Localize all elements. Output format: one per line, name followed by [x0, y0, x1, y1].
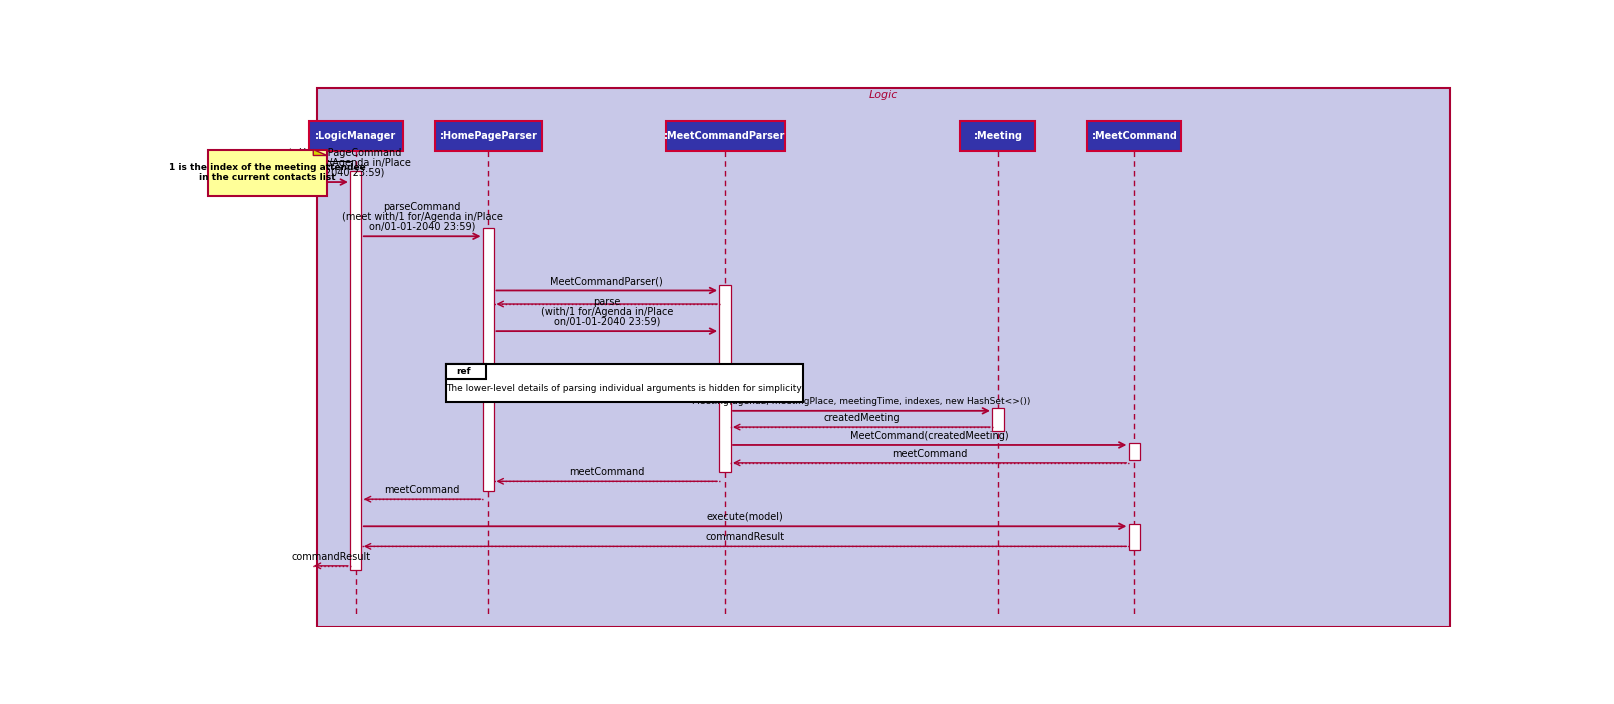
Text: Logic: Logic — [868, 90, 897, 101]
FancyBboxPatch shape — [1128, 524, 1139, 550]
Text: :HomePageParser: :HomePageParser — [439, 131, 537, 141]
FancyBboxPatch shape — [483, 228, 494, 491]
Text: :MeetCommandParser: :MeetCommandParser — [663, 131, 786, 141]
FancyBboxPatch shape — [665, 121, 784, 151]
FancyBboxPatch shape — [445, 364, 802, 401]
FancyBboxPatch shape — [445, 364, 486, 379]
FancyBboxPatch shape — [960, 121, 1035, 151]
FancyBboxPatch shape — [991, 408, 1002, 432]
Text: (meet with/1 for/Agenda in/Place: (meet with/1 for/Agenda in/Place — [250, 158, 412, 168]
Text: :LogicManager: :LogicManager — [315, 131, 395, 141]
Text: executeHomePageCommand: executeHomePageCommand — [260, 149, 402, 158]
Text: MeetCommand(createdMeeting): MeetCommand(createdMeeting) — [851, 431, 1009, 441]
FancyBboxPatch shape — [436, 121, 541, 151]
Text: Meeting(agenda, meetingPlace, meetingTime, indexes, new HashSet<>()): Meeting(agenda, meetingPlace, meetingTim… — [692, 398, 1030, 406]
FancyBboxPatch shape — [316, 88, 1449, 627]
FancyBboxPatch shape — [1086, 121, 1180, 151]
Text: parseCommand: parseCommand — [383, 203, 460, 213]
FancyBboxPatch shape — [208, 149, 326, 196]
Text: ref: ref — [457, 367, 471, 376]
Text: MeetCommandParser(): MeetCommandParser() — [550, 276, 663, 286]
FancyBboxPatch shape — [350, 171, 362, 570]
Text: meetCommand: meetCommand — [891, 448, 967, 458]
Text: on/01-01-2040 23:59): on/01-01-2040 23:59) — [278, 168, 384, 177]
Text: 1 is the index of the meeting attendee
in the current contacts list: 1 is the index of the meeting attendee i… — [169, 163, 366, 182]
Text: on/01-01-2040 23:59): on/01-01-2040 23:59) — [368, 222, 475, 232]
Text: (meet with/1 for/Agenda in/Place: (meet with/1 for/Agenda in/Place — [342, 212, 502, 222]
Text: commandResult: commandResult — [705, 532, 784, 542]
FancyBboxPatch shape — [718, 285, 730, 472]
Text: execute(model): execute(model) — [707, 512, 783, 522]
Text: (with/1 for/Agenda in/Place: (with/1 for/Agenda in/Place — [541, 307, 673, 317]
Text: :Meeting: :Meeting — [973, 131, 1022, 141]
FancyBboxPatch shape — [308, 121, 402, 151]
Text: :MeetCommand: :MeetCommand — [1091, 131, 1177, 141]
Text: meetCommand: meetCommand — [384, 485, 460, 495]
Polygon shape — [313, 149, 326, 156]
Text: commandResult: commandResult — [291, 551, 370, 562]
Text: parse: parse — [592, 297, 620, 307]
Text: The lower-level details of parsing individual arguments is hidden for simplicity: The lower-level details of parsing indiv… — [445, 384, 802, 393]
Text: on/01-01-2040 23:59): on/01-01-2040 23:59) — [554, 317, 660, 327]
FancyBboxPatch shape — [1128, 444, 1139, 460]
Text: createdMeeting: createdMeeting — [823, 413, 899, 422]
Text: meetCommand: meetCommand — [568, 467, 644, 477]
